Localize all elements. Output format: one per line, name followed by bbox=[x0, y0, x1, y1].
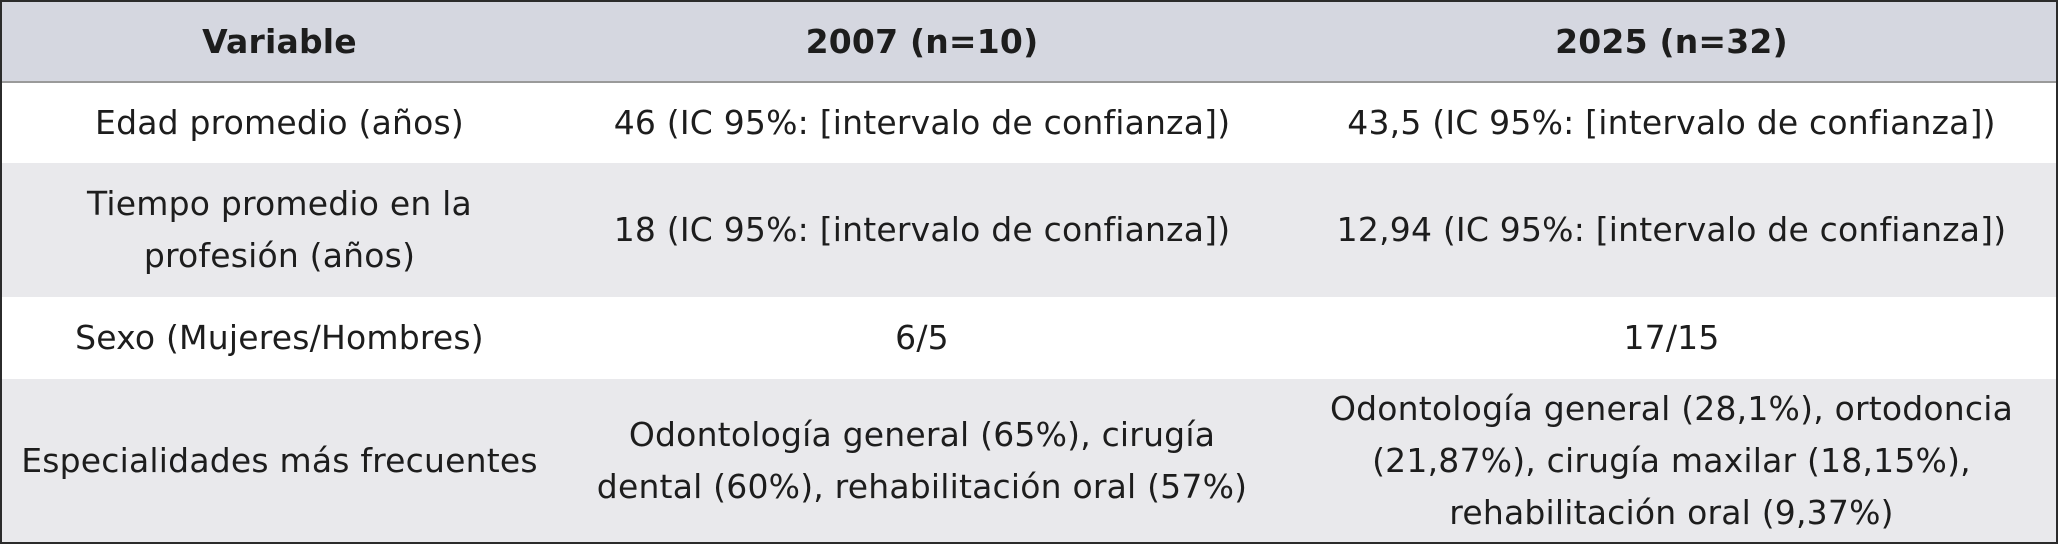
table-row: Sexo (Mujeres/Hombres) 6/5 17/15 bbox=[2, 296, 2056, 380]
cell-2025: Odontología general (28,1%), ortodoncia … bbox=[1329, 388, 2014, 532]
table-row: Tiempo promedio en la profesión (años) 1… bbox=[2, 163, 2056, 297]
table-header-row: Variable 2007 (n=10) 2025 (n=32) bbox=[2, 2, 2056, 83]
cell-2007: 6/5 bbox=[895, 318, 949, 358]
header-variable: Variable bbox=[2, 2, 557, 83]
cell-2025: 17/15 bbox=[1623, 318, 1720, 358]
cell-variable: Sexo (Mujeres/Hombres) bbox=[75, 318, 484, 358]
cell-2025: 43,5 (IC 95%: [intervalo de confianza]) bbox=[1347, 103, 1996, 143]
cell-variable: Tiempo promedio en la profesión (años) bbox=[87, 184, 472, 276]
table-row: Edad promedio (años) 46 (IC 95%: [interv… bbox=[2, 82, 2056, 164]
cell-variable: Especialidades más frecuentes bbox=[21, 440, 538, 480]
cell-2007: Odontología general (65%), cirugía denta… bbox=[596, 414, 1248, 506]
header-2025: 2025 (n=32) bbox=[1287, 2, 2056, 83]
cell-variable: Edad promedio (años) bbox=[95, 103, 464, 143]
table-row: Especialidades más frecuentes Odontologí… bbox=[2, 379, 2056, 542]
header-2007: 2007 (n=10) bbox=[557, 2, 1287, 83]
cell-2007: 18 (IC 95%: [intervalo de confianza]) bbox=[613, 210, 1231, 250]
cell-2025: 12,94 (IC 95%: [intervalo de confianza]) bbox=[1336, 210, 2007, 250]
cell-2007: 46 (IC 95%: [intervalo de confianza]) bbox=[613, 103, 1231, 143]
